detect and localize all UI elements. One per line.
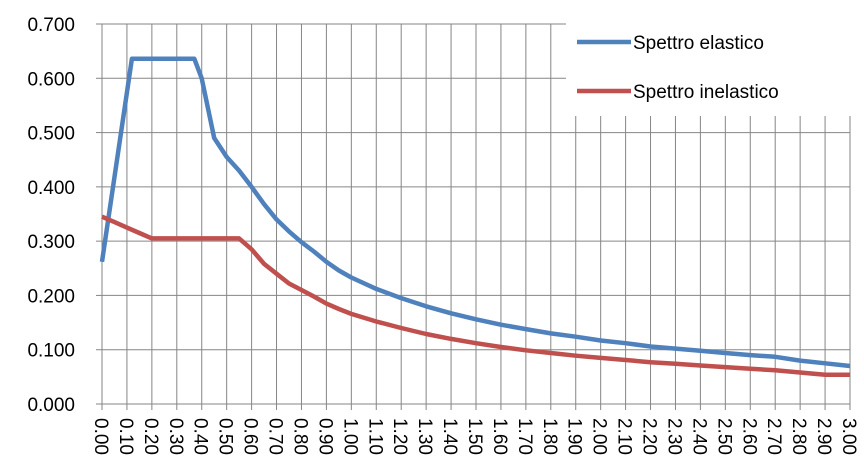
x-tick-label: 0.30 xyxy=(165,418,186,455)
x-tick-label: 2.90 xyxy=(813,418,834,455)
x-tick-label: 0.40 xyxy=(190,418,211,455)
x-tick-label: 1.50 xyxy=(464,418,485,455)
x-tick-label: 1.80 xyxy=(539,418,560,455)
x-tick-label: 0.50 xyxy=(215,418,236,455)
x-tick-label: 1.20 xyxy=(389,418,410,455)
y-tick-label: 0.600 xyxy=(27,69,75,90)
x-tick-label: 2.40 xyxy=(688,418,709,455)
y-tick-label: 0.000 xyxy=(27,395,75,416)
x-tick-label: 0.20 xyxy=(140,418,161,455)
x-tick-label: 0.10 xyxy=(115,418,136,455)
x-tick-label: 0.60 xyxy=(240,418,261,455)
x-tick-label: 1.90 xyxy=(564,418,585,455)
legend-label: Spettro inelastico xyxy=(633,82,779,103)
y-tick-label: 0.100 xyxy=(27,341,75,362)
y-tick-label: 0.700 xyxy=(27,15,75,36)
y-tick-label: 0.200 xyxy=(27,286,75,307)
x-tick-label: 0.00 xyxy=(90,418,111,455)
x-tick-label: 1.00 xyxy=(339,418,360,455)
x-tick-label: 2.50 xyxy=(713,418,734,455)
x-tick-label: 2.10 xyxy=(614,418,635,455)
legend-label: Spettro elastico xyxy=(633,33,764,54)
x-tick-label: 2.00 xyxy=(589,418,610,455)
x-tick-label: 2.30 xyxy=(663,418,684,455)
y-tick-label: 0.500 xyxy=(27,124,75,145)
x-tick-label: 1.60 xyxy=(489,418,510,455)
y-tick-label: 0.400 xyxy=(27,178,75,199)
x-tick-label: 2.60 xyxy=(738,418,759,455)
x-tick-label: 2.80 xyxy=(788,418,809,455)
legend[interactable]: Spettro elastico Spettro inelastico xyxy=(566,10,860,116)
x-tick-label: 1.30 xyxy=(414,418,435,455)
x-tick-label: 0.80 xyxy=(289,418,310,455)
x-tick-label: 0.70 xyxy=(265,418,286,455)
x-tick-label: 2.70 xyxy=(763,418,784,455)
x-tick-label: 1.70 xyxy=(514,418,535,455)
x-tick-label: 2.20 xyxy=(639,418,660,455)
x-tick-label: 0.90 xyxy=(314,418,335,455)
x-tick-label: 1.10 xyxy=(364,418,385,455)
x-tick-label: 3.00 xyxy=(838,418,859,455)
y-tick-label: 0.300 xyxy=(27,232,75,253)
x-tick-label: 1.40 xyxy=(439,418,460,455)
